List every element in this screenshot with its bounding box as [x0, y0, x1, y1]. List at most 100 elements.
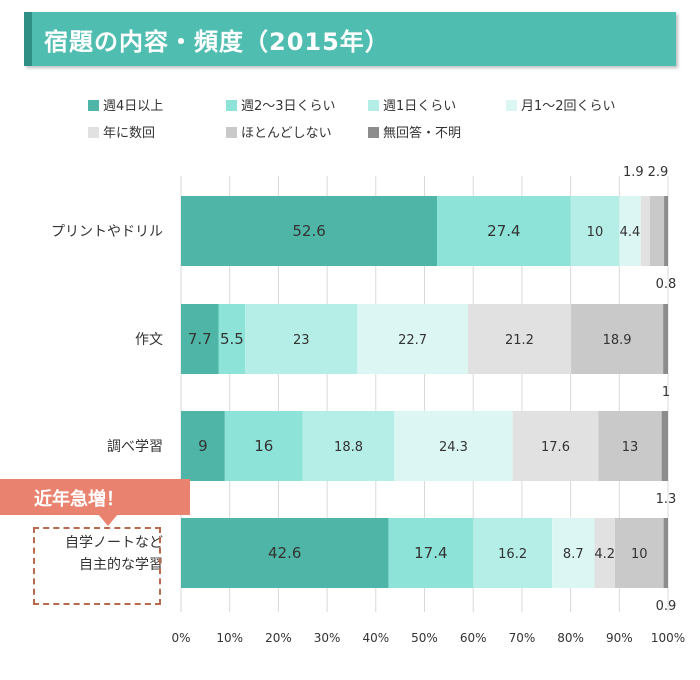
bar-segment: [598, 411, 662, 481]
bar-segment: [570, 196, 620, 266]
category-label: プリントやドリル: [51, 224, 163, 240]
data-label: 7.7: [188, 330, 212, 348]
legend-item: 年に数回: [88, 125, 155, 143]
x-tick-label: 10%: [216, 631, 243, 645]
data-label: 24.3: [439, 440, 468, 455]
bar-segment: [437, 196, 571, 266]
x-tick-label: 30%: [314, 631, 341, 645]
data-label: 16.2: [498, 547, 527, 562]
bar-segment: [388, 518, 474, 588]
bar-segment: [218, 304, 246, 374]
legend-item: 週2～3日くらい: [226, 98, 336, 116]
x-tick-label: 20%: [265, 631, 292, 645]
data-label: 18.8: [334, 440, 363, 455]
callout-box: [0, 479, 190, 515]
bar-segment: [619, 196, 641, 266]
legend-label: 週4日以上: [103, 99, 164, 114]
data-label: 0.9: [656, 599, 677, 614]
legend-swatch: [88, 100, 99, 111]
legend-swatch: [368, 127, 379, 138]
data-label: 1.9: [623, 165, 644, 180]
x-tick-label: 0%: [171, 631, 190, 645]
bar-segment: [302, 411, 395, 481]
callout-banner: 近年急増！: [0, 479, 190, 526]
legend-swatch: [226, 100, 237, 111]
bar-segment: [245, 304, 358, 374]
data-label: 1.3: [656, 492, 677, 507]
callout-label: 近年急増！: [34, 489, 124, 510]
category-label: 自学ノートなど: [65, 535, 163, 551]
data-label: 9: [198, 437, 208, 455]
data-label: 0.8: [656, 277, 677, 292]
bar-segment: [640, 196, 650, 266]
bar-segment: [552, 518, 595, 588]
x-tick-label: 70%: [509, 631, 536, 645]
chart-title: 宿題の内容・頻度（2015年）: [44, 28, 390, 56]
data-label: 23: [293, 333, 310, 348]
legend-item: 週1日くらい: [368, 98, 456, 116]
bar-segment: [467, 304, 572, 374]
bar-segment: [473, 518, 553, 588]
data-label: 42.6: [268, 544, 301, 562]
bar-segment: [181, 518, 389, 588]
category-label: 自主的な学習: [79, 557, 163, 573]
bar-segment: [571, 304, 664, 374]
x-tick-label: 100%: [651, 631, 685, 645]
legend-label: 週1日くらい: [383, 99, 457, 114]
data-label: 5.5: [220, 330, 244, 348]
bar-segment: [664, 196, 668, 266]
data-label: 4.2: [594, 547, 615, 562]
x-tick-label: 80%: [557, 631, 584, 645]
bar-segment: [181, 196, 438, 266]
data-label: 10: [587, 225, 604, 240]
bar-segment: [614, 518, 664, 588]
data-label: 8.7: [563, 547, 584, 562]
x-tick-label: 40%: [362, 631, 389, 645]
data-label: 17.4: [414, 544, 447, 562]
legend-label: 年に数回: [103, 126, 156, 141]
bar-segment: [661, 411, 668, 481]
legend-swatch: [88, 127, 99, 138]
legend-item: 月1～2回くらい: [506, 98, 616, 116]
bar-segment: [181, 304, 219, 374]
bar-segment: [649, 196, 665, 266]
data-label: 2.9: [648, 165, 669, 180]
x-tick-label: 90%: [606, 631, 633, 645]
legend-item: 無回答・不明: [368, 125, 461, 143]
bar-segment: [357, 304, 468, 374]
bar-segment: [594, 518, 615, 588]
title-banner: 宿題の内容・頻度（2015年）: [24, 12, 676, 66]
category-label: 調べ学習: [107, 439, 163, 455]
category-label: 作文: [135, 332, 163, 348]
legend-swatch: [506, 100, 517, 111]
x-tick-label: 60%: [460, 631, 487, 645]
data-label: 4.4: [620, 225, 641, 240]
legend-label: 週2～3日くらい: [241, 99, 336, 114]
data-label: 21.2: [505, 333, 534, 348]
data-label: 52.6: [292, 222, 325, 240]
data-label: 10: [631, 547, 648, 562]
legend-label: 月1～2回くらい: [521, 99, 616, 114]
data-label: 18.9: [603, 333, 632, 348]
legend-item: ほとんどしない: [226, 125, 332, 143]
callout-pointer: [98, 514, 118, 526]
title-banner-tab: [24, 12, 32, 66]
data-label: 13: [622, 440, 639, 455]
legend-label: ほとんどしない: [241, 126, 332, 141]
bar-segment: [663, 518, 668, 588]
legend-swatch: [226, 127, 237, 138]
data-label: 17.6: [541, 440, 570, 455]
data-label: 1: [662, 385, 670, 400]
highlight-frame: [33, 527, 161, 605]
x-tick-label: 50%: [411, 631, 438, 645]
data-label: 22.7: [398, 333, 427, 348]
legend-label: 無回答・不明: [383, 126, 462, 141]
bar-segment: [224, 411, 303, 481]
data-label: 27.4: [487, 222, 520, 240]
bar-segment: [512, 411, 599, 481]
data-label: 16: [254, 437, 273, 455]
legend-item: 週4日以上: [88, 98, 163, 116]
bar-segment: [181, 411, 225, 481]
bar-segment: [663, 304, 668, 374]
